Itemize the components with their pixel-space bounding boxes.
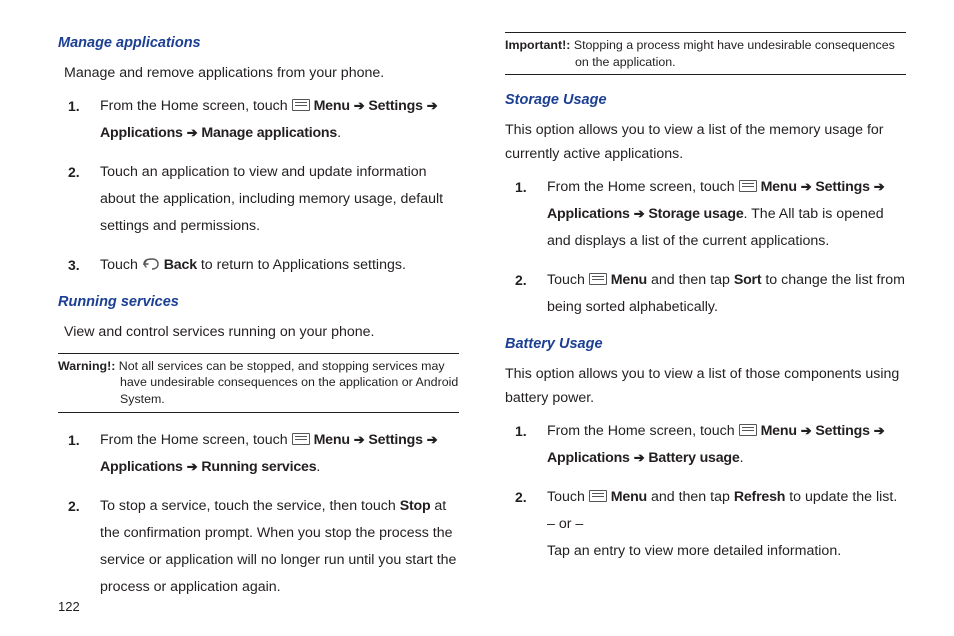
stop-label: Stop [400,498,431,514]
warning-box: Warning!: Not all services can be stoppe… [58,353,459,413]
path-applications: Applications [100,125,183,141]
warning-message: Warning!: Not all services can be stoppe… [58,358,459,408]
sort-label: Sort [734,272,762,288]
path-battery-usage: Battery usage [648,450,739,466]
running-intro: View and control services running on you… [64,321,459,344]
menu-icon [739,180,757,192]
heading-running-services: Running services [58,291,459,315]
path-applications: Applications [547,450,630,466]
important-box: Important!: Stopping a process might hav… [505,32,906,75]
path-running-services: Running services [201,459,316,475]
path-settings: Settings [815,423,869,439]
step-text: From the Home screen, touch [100,432,292,448]
two-column-layout: Manage applications Manage and remove ap… [58,32,906,592]
important-text: Stopping a process might have undesirabl… [570,38,894,69]
arrow-icon: ➔ [801,179,812,194]
storage-intro: This option allows you to view a list of… [505,119,906,166]
step-text: to update the list. [789,489,897,505]
period: . [740,450,744,466]
storage-steps: From the Home screen, touch Menu ➔ Setti… [513,174,906,321]
step-text: Touch [547,489,589,505]
arrow-icon: ➔ [354,432,365,447]
step-text: From the Home screen, touch [100,98,292,114]
back-icon [142,257,160,271]
battery-steps: From the Home screen, touch Menu ➔ Setti… [513,418,906,565]
manage-step-2: Touch an application to view and update … [96,159,459,240]
running-step-2: To stop a service, touch the service, th… [96,493,459,601]
manage-steps: From the Home screen, touch Menu ➔ Setti… [66,93,459,279]
or-separator: – or – [547,516,583,532]
page-number: 122 [58,599,80,614]
important-label: Important!: [505,38,570,52]
arrow-icon: ➔ [874,423,885,438]
arrow-icon: ➔ [427,98,438,113]
storage-step-2: Touch Menu and then tap Sort to change t… [543,267,906,321]
menu-label: Menu [611,489,647,505]
step-text: and then tap [651,272,734,288]
menu-icon [589,273,607,285]
manage-intro: Manage and remove applications from your… [64,62,459,85]
running-steps: From the Home screen, touch Menu ➔ Setti… [66,427,459,601]
left-column: Manage applications Manage and remove ap… [58,32,459,592]
step-text: To stop a service, touch the service, th… [100,498,400,514]
arrow-icon: ➔ [801,423,812,438]
menu-label: Menu [761,179,797,195]
right-column: Important!: Stopping a process might hav… [505,32,906,592]
menu-icon [292,433,310,445]
path-settings: Settings [815,179,869,195]
step-text: and then tap [651,489,734,505]
path-applications: Applications [100,459,183,475]
period: . [337,125,341,141]
heading-manage-applications: Manage applications [58,32,459,56]
heading-battery-usage: Battery Usage [505,333,906,357]
menu-icon [739,424,757,436]
arrow-icon: ➔ [354,98,365,113]
path-storage-usage: Storage usage [648,206,743,222]
step-text: to return to Applications settings. [201,257,406,273]
menu-label: Menu [314,98,350,114]
manage-step-3: Touch Back to return to Applications set… [96,252,459,279]
refresh-label: Refresh [734,489,785,505]
arrow-icon: ➔ [874,179,885,194]
period: . [316,459,320,475]
storage-step-1: From the Home screen, touch Menu ➔ Setti… [543,174,906,255]
important-message: Important!: Stopping a process might hav… [505,37,906,70]
menu-icon [589,490,607,502]
step-text: Tap an entry to view more detailed infor… [547,543,841,559]
arrow-icon: ➔ [634,206,645,221]
path-settings: Settings [368,98,422,114]
step-text: Touch [547,272,589,288]
arrow-icon: ➔ [427,432,438,447]
warning-label: Warning!: [58,359,115,373]
heading-storage-usage: Storage Usage [505,89,906,113]
path-manage-applications: Manage applications [201,125,337,141]
menu-icon [292,99,310,111]
path-applications: Applications [547,206,630,222]
manual-page: Manage applications Manage and remove ap… [0,0,954,636]
menu-label: Menu [611,272,647,288]
menu-label: Menu [761,423,797,439]
menu-label: Menu [314,432,350,448]
battery-intro: This option allows you to view a list of… [505,363,906,410]
back-label: Back [164,257,197,273]
arrow-icon: ➔ [187,125,198,140]
path-settings: Settings [368,432,422,448]
battery-step-1: From the Home screen, touch Menu ➔ Setti… [543,418,906,472]
running-step-1: From the Home screen, touch Menu ➔ Setti… [96,427,459,481]
arrow-icon: ➔ [634,450,645,465]
step-text: From the Home screen, touch [547,179,739,195]
arrow-icon: ➔ [187,459,198,474]
step-text: From the Home screen, touch [547,423,739,439]
manage-step-1: From the Home screen, touch Menu ➔ Setti… [96,93,459,147]
battery-step-2: Touch Menu and then tap Refresh to updat… [543,484,906,565]
step-text: Touch [100,257,142,273]
warning-text: Not all services can be stopped, and sto… [115,359,458,406]
